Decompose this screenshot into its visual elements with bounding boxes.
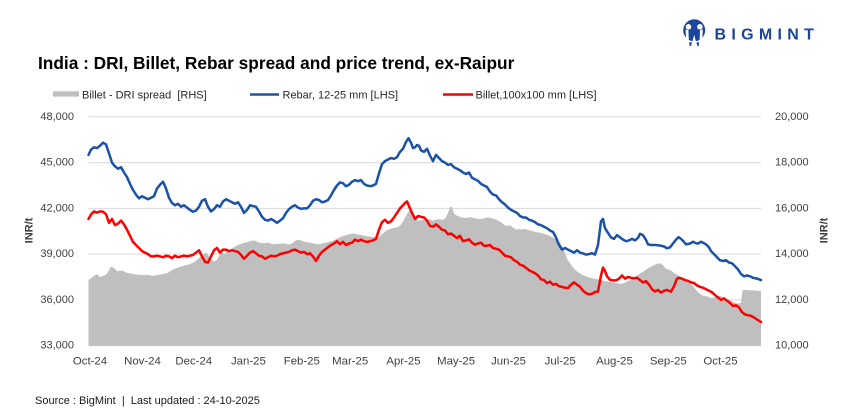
svg-text:10,000: 10,000 [775, 340, 809, 352]
svg-text:14,000: 14,000 [775, 248, 809, 260]
svg-text:Rebar, 12-25 mm [LHS]: Rebar, 12-25 mm [LHS] [283, 90, 399, 102]
svg-text:Jun-25: Jun-25 [491, 356, 526, 368]
svg-text:Feb-25: Feb-25 [284, 356, 320, 368]
svg-text:Sep-25: Sep-25 [650, 356, 687, 368]
svg-text:Jul-25: Jul-25 [545, 356, 576, 368]
svg-text:20,000: 20,000 [775, 111, 809, 123]
svg-text:May-25: May-25 [437, 356, 475, 368]
svg-text:16,000: 16,000 [775, 202, 809, 214]
svg-text:18,000: 18,000 [775, 157, 809, 169]
svg-text:BIGMINT: BIGMINT [715, 27, 820, 44]
svg-text:45,000: 45,000 [40, 157, 74, 169]
svg-text:Billet - DRI spread [RHS]: Billet - DRI spread [RHS] [82, 90, 207, 102]
svg-text:Mar-25: Mar-25 [332, 356, 368, 368]
svg-text:INR/t: INR/t [23, 217, 35, 243]
svg-text:Dec-24: Dec-24 [175, 356, 212, 368]
svg-text:Aug-25: Aug-25 [596, 356, 633, 368]
svg-text:Billet,100x100 mm [LHS]: Billet,100x100 mm [LHS] [476, 90, 597, 102]
svg-text:39,000: 39,000 [40, 248, 74, 260]
svg-text:Apr-25: Apr-25 [386, 356, 420, 368]
svg-text:INR/t: INR/t [819, 217, 831, 243]
svg-text:Jan-25: Jan-25 [231, 356, 266, 368]
svg-text:42,000: 42,000 [40, 202, 74, 214]
svg-text:33,000: 33,000 [40, 340, 74, 352]
svg-text:48,000: 48,000 [40, 111, 74, 123]
svg-text:Oct-25: Oct-25 [703, 356, 737, 368]
svg-text:36,000: 36,000 [40, 294, 74, 306]
svg-text:Nov-24: Nov-24 [124, 356, 161, 368]
svg-text:12,000: 12,000 [775, 294, 809, 306]
svg-text:Oct-24: Oct-24 [73, 356, 107, 368]
